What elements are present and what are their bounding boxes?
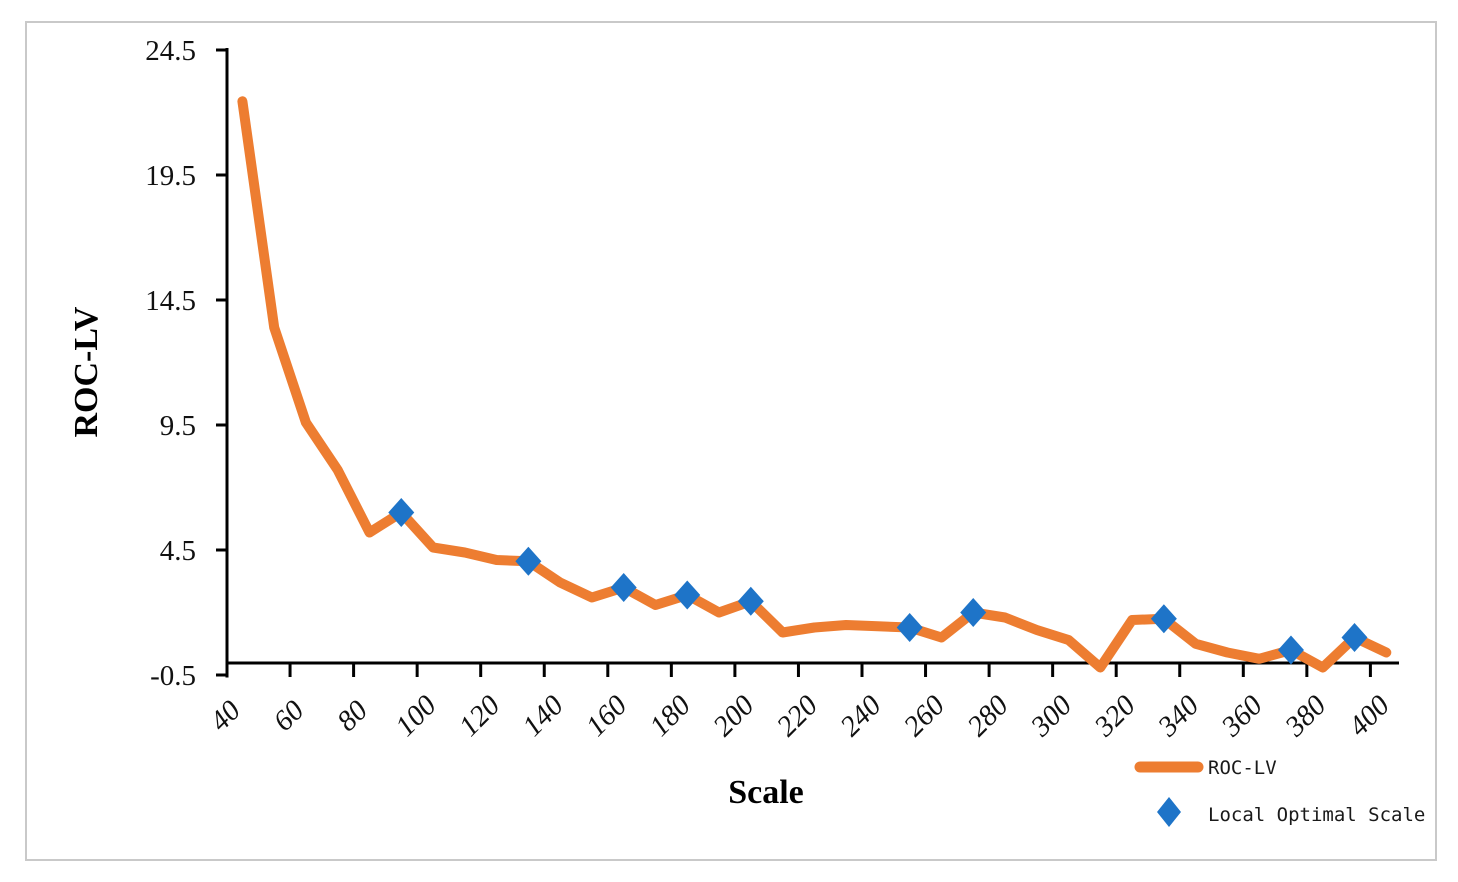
- x-tick-label: 200: [707, 689, 761, 743]
- x-tick-label: 320: [1088, 689, 1142, 743]
- axes: [216, 48, 1399, 678]
- local-optimal-scale-marker[interactable]: [674, 580, 701, 610]
- x-tick-label: 240: [834, 689, 888, 743]
- figure-border: [25, 21, 1437, 861]
- x-tick-label: 80: [331, 694, 374, 737]
- y-tick-label: -0.5: [150, 660, 196, 692]
- local-optimal-scale-marker[interactable]: [515, 546, 542, 576]
- local-optimal-scale-marker[interactable]: [896, 613, 923, 642]
- local-optimal-scale-marker[interactable]: [1277, 635, 1304, 665]
- y-axis-title: ROC-LV: [68, 306, 105, 437]
- x-tick-label: 400: [1343, 689, 1397, 743]
- local-optimal-scale-marker[interactable]: [610, 573, 637, 602]
- local-optimal-scale-markers[interactable]: [388, 498, 1368, 665]
- x-tick-label: 360: [1215, 689, 1269, 743]
- x-tick-labels: 40 60 80 100 120 140 160 180 200 220 240 260 280 300 3…: [204, 689, 1397, 743]
- legend-markers-label[interactable]: Local Optimal Scale: [1208, 804, 1425, 826]
- x-tick-label: 100: [389, 689, 443, 743]
- y-tick-label: 24.5: [145, 35, 196, 67]
- x-tick-label: 180: [644, 689, 698, 743]
- x-tick-label: 380: [1278, 689, 1332, 743]
- legend: ROC-LV Local Optimal Scale: [1134, 757, 1425, 827]
- x-tick-label: 120: [453, 689, 507, 743]
- roc-lv-series-line[interactable]: [237, 96, 1392, 673]
- x-tick-label: 220: [771, 689, 825, 743]
- local-optimal-scale-marker[interactable]: [960, 598, 987, 627]
- y-tick-label: 14.5: [145, 285, 196, 317]
- x-axis-title: Scale: [728, 774, 804, 811]
- y-tick-labels: 24.5 19.5 14.5 9.5 4.5 -0.5: [145, 35, 196, 692]
- x-tick-label: 40: [204, 694, 247, 737]
- x-tick-label: 280: [961, 689, 1015, 743]
- x-tick-label: 340: [1151, 689, 1205, 743]
- local-optimal-scale-marker[interactable]: [1341, 623, 1368, 652]
- x-tick-label: 60: [267, 694, 310, 737]
- local-optimal-scale-marker[interactable]: [388, 498, 415, 527]
- x-tick-label: 160: [580, 689, 634, 743]
- legend-diamond-icon: [1157, 797, 1181, 827]
- y-tick-label: 19.5: [145, 160, 196, 192]
- y-tick-label: 4.5: [160, 535, 196, 567]
- x-tick-label: 260: [898, 689, 952, 743]
- local-optimal-scale-marker[interactable]: [1150, 604, 1177, 634]
- x-tick-label: 140: [516, 689, 570, 743]
- local-optimal-scale-marker[interactable]: [737, 586, 764, 616]
- x-tick-label: 300: [1024, 689, 1078, 743]
- legend-series-label[interactable]: ROC-LV: [1208, 757, 1277, 779]
- y-tick-label: 9.5: [160, 410, 196, 442]
